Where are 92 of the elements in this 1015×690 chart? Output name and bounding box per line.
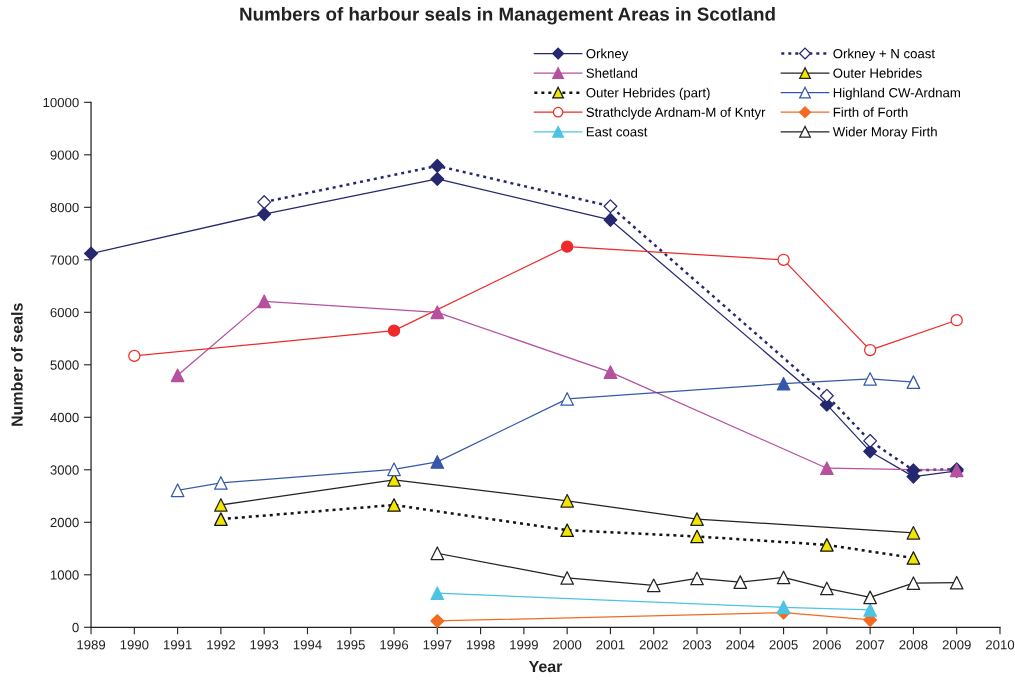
x-axis-title: Year [528,661,563,673]
y-tick-label: 0 [72,622,79,633]
x-tick-label: 1993 [250,640,279,650]
x-tick-label: 2010 [985,640,1015,650]
point [560,571,575,585]
y-tick-label: 5000 [50,360,79,370]
legend-label: East coast [586,127,648,137]
point [603,212,618,227]
legend-label: Orkney + N coast [833,48,935,61]
x-tick-label: 2007 [856,640,885,650]
y-axis-title: Number of seals [11,303,23,426]
legend-label: Outer Hebrides [833,68,922,78]
point [690,529,704,544]
point [690,512,704,527]
x-tick-label: 2002 [639,640,668,650]
point [430,586,445,601]
x-tick-label: 1990 [120,640,149,650]
point [430,305,445,320]
point [387,462,401,477]
point [170,483,185,498]
point [430,455,445,469]
point [214,498,228,512]
legend-label: Outer Hebrides (part) [586,87,710,100]
x-tick-label: 1989 [77,640,106,650]
x-tick-label: 2006 [812,640,841,650]
y-tick-label: 6000 [50,307,79,318]
x-tick-label: 2005 [769,640,798,650]
point [214,512,228,527]
chart-title: Numbers of harbour seals in Management Areas in Scotland [240,7,775,25]
y-tick-label: 9000 [50,150,79,160]
y-tick-label: 8000 [50,202,79,213]
legend-label: Wider Moray Firth [832,126,937,140]
x-tick-label: 2001 [596,640,625,650]
y-tick-label: 4000 [50,412,79,423]
point [906,525,921,540]
point [257,207,272,222]
x-tick-label: 1998 [466,640,495,650]
point [430,546,445,561]
point [863,590,878,605]
x-tick-label: 1999 [510,640,538,650]
x-tick-label: 2009 [942,640,971,650]
point [906,375,921,390]
point [430,171,445,186]
point [690,571,704,586]
x-tick-label: 1994 [293,640,322,650]
x-tick-label: 2008 [899,640,928,650]
x-tick-label: 1995 [337,640,365,650]
point [560,493,575,508]
legend-label: Firth of Forth [833,107,908,117]
legend-label: Highland CW-Ardnam [833,87,960,100]
point [863,372,878,386]
y-tick-label: 2000 [50,517,79,528]
point [603,365,618,380]
y-tick-label: 7000 [50,255,79,265]
point [257,294,272,309]
x-tick-label: 1997 [423,640,452,650]
x-tick-label: 1991 [163,640,192,650]
point [819,388,834,403]
y-tick-label: 1000 [50,570,79,580]
point [387,498,401,512]
legend-label: Strathclyde Ardnam-M of Kntyr [586,107,766,120]
point [819,537,834,552]
x-tick-label: 2000 [553,640,582,650]
point [863,603,878,617]
legend-label: Shetland [586,68,638,78]
point [863,444,878,459]
x-tick-label: 1992 [207,640,235,650]
point [863,433,878,448]
point [214,476,228,490]
point [646,578,661,593]
point [170,368,185,383]
point [776,376,791,391]
point [560,523,575,538]
point [776,600,791,615]
point [84,246,99,261]
point [949,575,964,590]
y-tick-label: 10000 [43,97,79,108]
point [776,570,791,585]
x-tick-label: 2004 [726,640,755,650]
point [603,199,618,214]
legend-label: Orkney [586,48,629,61]
point [906,551,921,565]
point [819,581,834,596]
point [906,576,921,591]
point [257,195,272,210]
y-tick-label: 3000 [50,465,79,475]
point [819,461,834,476]
x-tick-label: 1996 [380,640,409,650]
point [430,613,445,628]
point [560,392,575,406]
point [733,575,748,590]
x-tick-label: 2003 [682,640,712,650]
